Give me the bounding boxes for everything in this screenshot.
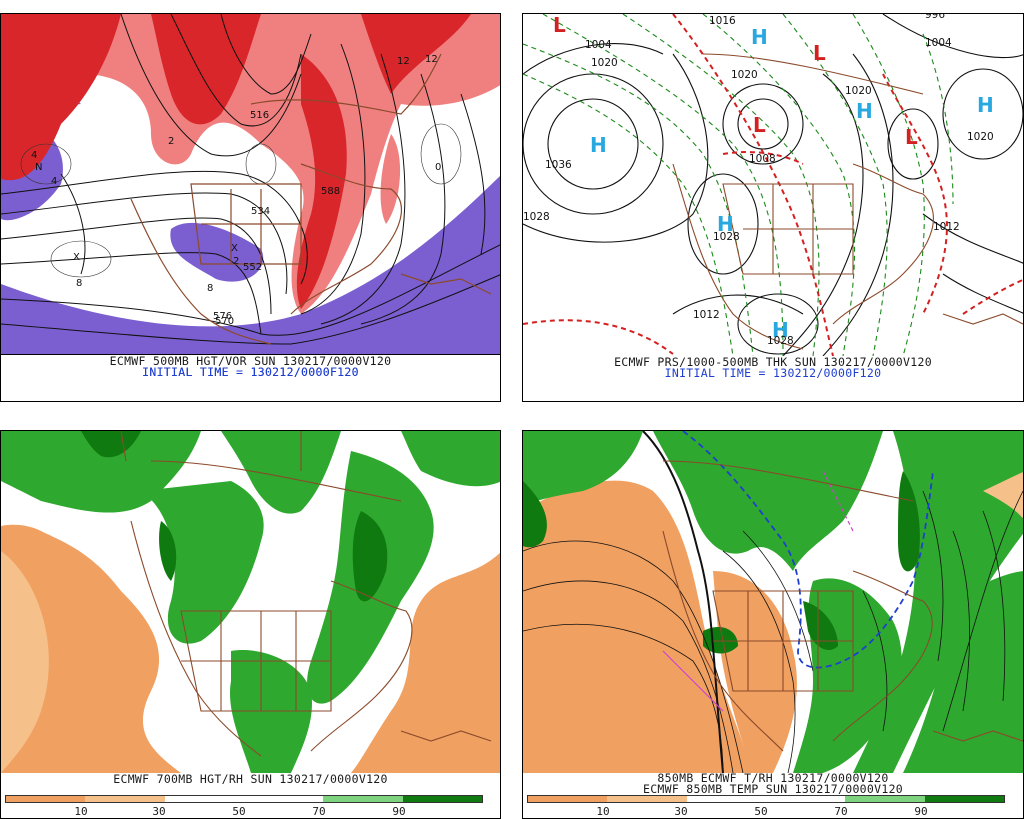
svg-text:1004: 1004 [925,37,952,49]
cbar-tick: 50 [232,805,246,818]
vorticity-pink-area [1,14,500,314]
svg-text:1020: 1020 [967,131,994,143]
svg-text:1036: 1036 [545,159,572,171]
caption-850mb-temp: ECMWF 850MB TEMP SUN 130217/0000V120 [642,782,904,796]
panel-850mb-t-rh: 850MB ECMWF T/RH 130217/0000V120 ECMWF 8… [522,430,1024,819]
thickness-lines [523,14,954,356]
svg-text:1020: 1020 [845,85,872,97]
cbar-tick: 30 [674,805,688,818]
vorticity-purple-band [1,175,500,354]
cbar-tick: 90 [392,805,406,818]
svg-text:12: 12 [397,56,410,67]
svg-text:1028: 1028 [767,335,794,347]
svg-text:516: 516 [250,110,269,121]
svg-text:1004: 1004 [585,39,612,51]
vorticity-map: 12 12 8 8 4 4 2 2 0 516 534 552 570 576 … [1,14,500,354]
low-center-4: L [905,125,918,149]
svg-text:0: 0 [435,162,441,173]
panel-500mb-footer: ECMWF 500MB HGT/VOR SUN 130217/0000V120 … [0,355,501,402]
cbar-tick: 70 [834,805,848,818]
high-center-4: H [977,93,994,117]
svg-text:4: 4 [51,176,57,187]
height-contours [1,14,500,345]
cbar-tick: 70 [312,805,326,818]
svg-text:996: 996 [925,14,945,21]
svg-text:576: 576 [213,311,232,322]
init-time-500mb-text: INITIAL TIME = 130212/0000F120 [142,365,359,379]
svg-text:1028: 1028 [523,211,550,223]
rh-700mb-map [1,431,500,773]
svg-text:1012: 1012 [933,221,960,233]
high-center-3: H [856,99,873,123]
cbar-tick: 10 [596,805,610,818]
svg-text:X: X [73,252,80,263]
panel-500mb-hgt-vor: 12 12 8 8 4 4 2 2 0 516 534 552 570 576 … [0,13,501,355]
rh-850mb-map [523,431,1023,773]
init-time-500mb: INITIAL TIME = 130212/0000F120 [142,365,359,379]
political-borders [130,53,492,345]
svg-text:534: 534 [251,206,270,217]
low-center-2: L [813,41,826,65]
colorbar-850mb [527,795,1005,803]
caption-700mb: ECMWF 700MB HGT/RH SUN 130217/0000V120 [113,772,388,786]
svg-text:8: 8 [76,278,82,289]
pressure-thickness-map: H H H H H H L L L L 1036 1028 1020 1020 … [523,14,1023,356]
caption-500mb-text: ECMWF 500MB HGT/VOR SUN 130217/0000V120 [109,354,392,368]
svg-text:588: 588 [321,186,340,197]
caption-850mb-t-rh: 850MB ECMWF T/RH 130217/0000V120 [657,771,889,785]
panel-700mb-hgt-rh: ECMWF 700MB HGT/RH SUN 130217/0000V120 1… [0,430,501,819]
high-center-5: H [717,212,734,236]
isobars [523,14,1023,356]
svg-text:552: 552 [243,262,262,273]
high-center-1: H [590,133,607,157]
svg-text:1012: 1012 [693,309,720,321]
panel-prs-thk: H H H H H H L L L L 1036 1028 1020 1020 … [522,13,1024,402]
low-center-3: L [753,113,766,137]
svg-text:2: 2 [233,256,239,267]
svg-text:2: 2 [168,136,174,147]
svg-text:1020: 1020 [731,69,758,81]
svg-text:X: X [231,243,238,254]
svg-text:570: 570 [215,316,234,327]
high-center-2: H [751,25,768,49]
high-center-6: H [772,318,789,342]
svg-text:1008: 1008 [749,153,776,165]
svg-text:N: N [35,162,42,173]
svg-text:1028: 1028 [713,231,740,243]
caption-prs-thk: ECMWF PRS/1000-500MB THK SUN 130217/0000… [614,355,932,369]
cbar-tick: 10 [74,805,88,818]
init-time-prs-thk: INITIAL TIME = 130212/0000F120 [664,366,882,380]
colorbar-700mb [5,795,483,803]
svg-text:8: 8 [207,283,213,294]
svg-text:12: 12 [425,54,438,65]
svg-text:4: 4 [31,150,37,161]
svg-text:1020: 1020 [591,57,618,69]
cbar-tick: 90 [914,805,928,818]
svg-text:1016: 1016 [709,15,736,27]
low-center-1: L [553,14,566,37]
cbar-tick: 30 [152,805,166,818]
cbar-tick: 50 [754,805,768,818]
